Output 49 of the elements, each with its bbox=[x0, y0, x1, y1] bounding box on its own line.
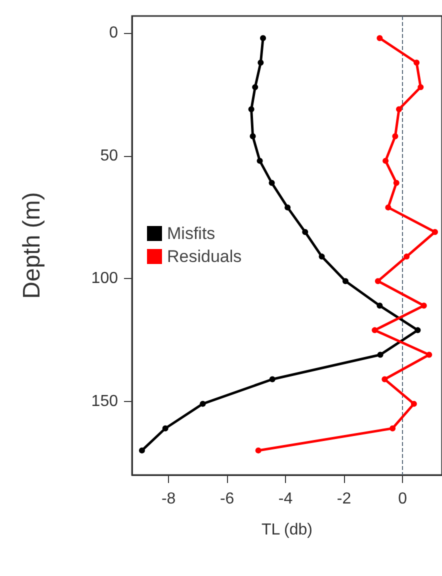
y-axis-title: Depth (m) bbox=[18, 192, 46, 299]
x-tick-label: -4 bbox=[278, 490, 293, 508]
point bbox=[385, 204, 392, 210]
point bbox=[138, 447, 145, 454]
point bbox=[269, 376, 276, 382]
y-tick-label: 150 bbox=[91, 392, 118, 410]
point bbox=[418, 84, 424, 90]
point bbox=[392, 133, 398, 140]
point bbox=[200, 400, 206, 407]
point bbox=[393, 180, 400, 186]
point bbox=[268, 180, 275, 186]
point bbox=[376, 302, 383, 309]
point bbox=[260, 35, 266, 42]
x-axis-title: TL (db) bbox=[262, 522, 312, 538]
point bbox=[432, 229, 438, 235]
point bbox=[372, 327, 378, 334]
point bbox=[284, 204, 291, 210]
y-tick-label: 50 bbox=[100, 147, 118, 164]
point bbox=[258, 60, 264, 66]
x-tick-label: 0 bbox=[398, 490, 408, 508]
point bbox=[318, 254, 325, 260]
x-tick-label: -6 bbox=[220, 490, 234, 508]
y-tick-label: 0 bbox=[109, 24, 118, 42]
point bbox=[162, 425, 168, 432]
point bbox=[376, 35, 383, 42]
point bbox=[410, 400, 417, 407]
point bbox=[374, 278, 381, 284]
point bbox=[377, 352, 384, 358]
point bbox=[382, 158, 389, 164]
point bbox=[248, 106, 254, 112]
point bbox=[252, 84, 258, 90]
point bbox=[256, 158, 263, 164]
point bbox=[342, 278, 348, 284]
x-tick-label: -2 bbox=[336, 490, 352, 508]
legend-label: Residuals bbox=[167, 247, 242, 266]
point bbox=[255, 447, 262, 454]
point bbox=[382, 376, 388, 382]
x-tick-label: -8 bbox=[161, 490, 176, 508]
point bbox=[414, 60, 420, 66]
point bbox=[420, 302, 427, 309]
y-tick-label: 100 bbox=[91, 270, 118, 288]
point bbox=[250, 133, 256, 140]
point bbox=[390, 425, 396, 432]
point bbox=[302, 229, 308, 235]
point bbox=[426, 352, 432, 358]
point bbox=[396, 106, 402, 112]
point bbox=[404, 254, 410, 260]
point bbox=[414, 327, 421, 334]
legend-label: Misfits bbox=[167, 224, 216, 243]
